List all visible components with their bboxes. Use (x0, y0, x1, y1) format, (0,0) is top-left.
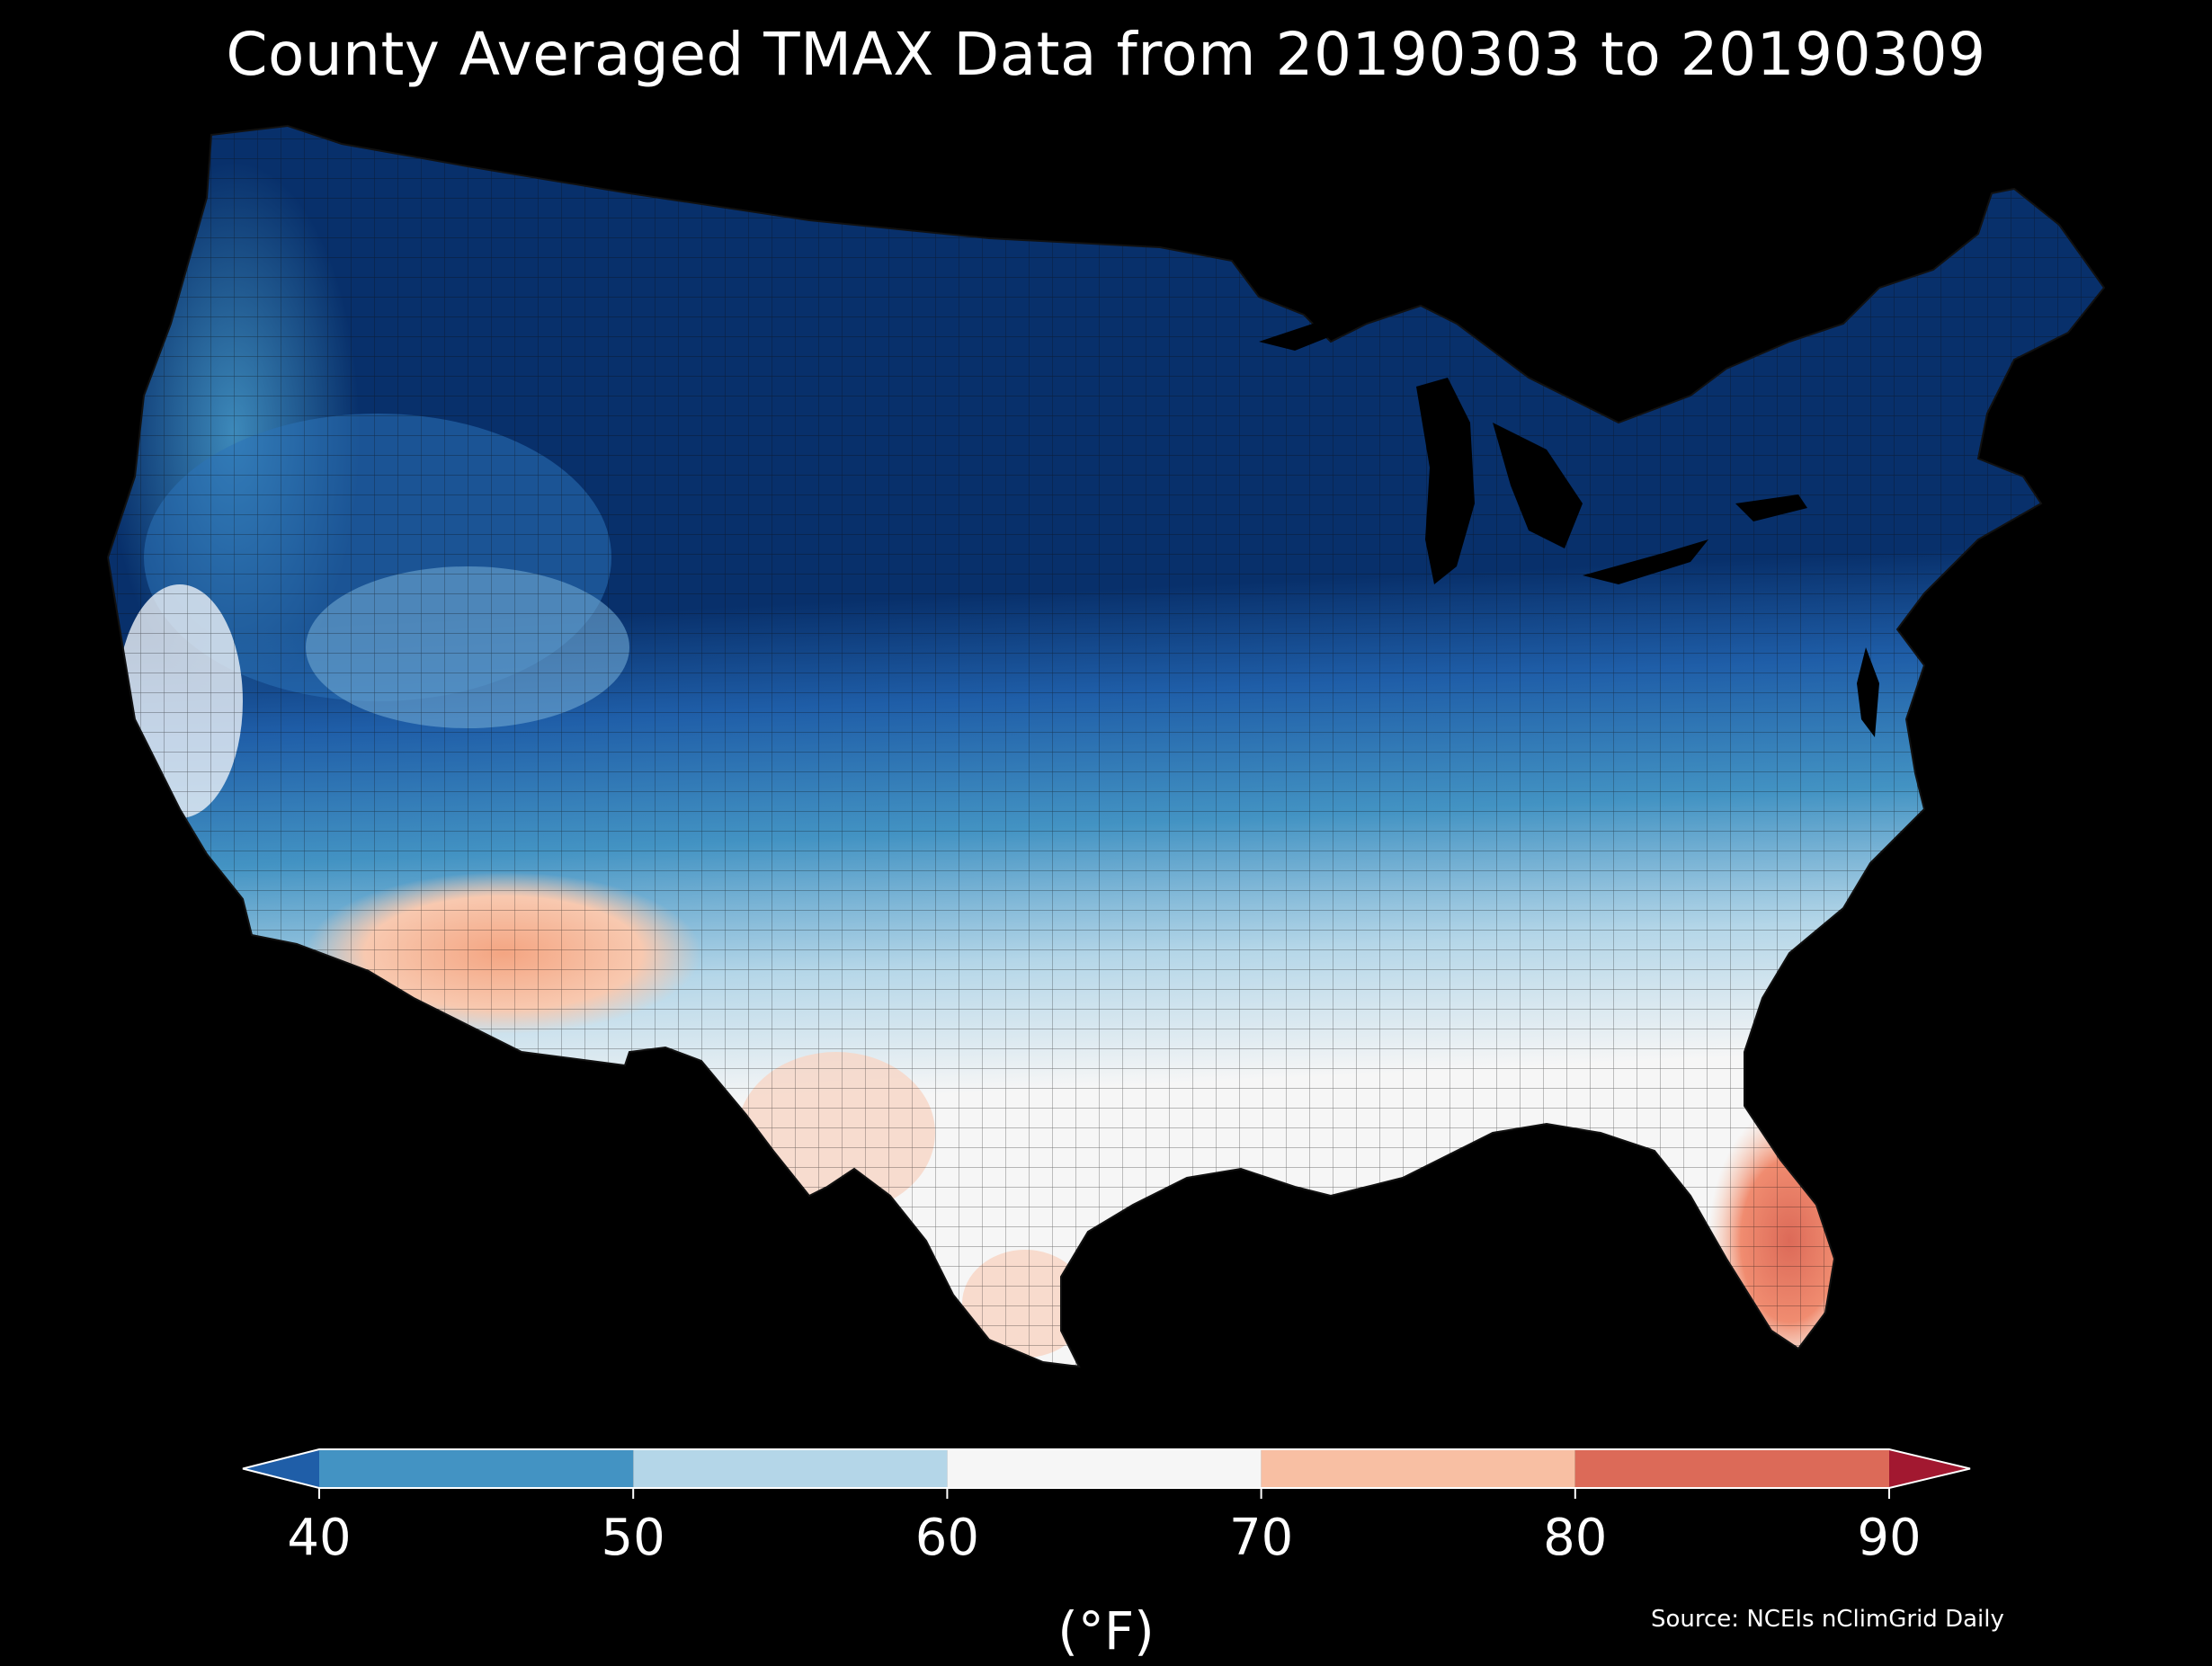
colorbar-segments (242, 1448, 1971, 1489)
county-tmax-map (107, 125, 2105, 1368)
colorbar-extend-low (243, 1449, 319, 1488)
colorbar-segment-80-90 (1574, 1449, 1889, 1488)
colorbar-tick-label-70: 70 (1228, 1509, 1294, 1567)
colorbar-segment-50-60 (633, 1449, 948, 1488)
lake-superior (1259, 288, 1403, 351)
lake-erie (1583, 539, 1708, 584)
lake-huron (1493, 423, 1583, 548)
colorbar-tick-label-50: 50 (601, 1509, 665, 1567)
colorbar-extend-high (1889, 1449, 1970, 1488)
map-title: County Averaged TMAX Data from 20190303 … (226, 20, 1986, 89)
colorbar-tick-label-80: 80 (1543, 1509, 1608, 1567)
lake-ontario (1735, 494, 1807, 521)
colorbar-segment-70-80 (1261, 1449, 1575, 1488)
colorbar-tick-label-60: 60 (914, 1509, 980, 1567)
chesapeake-bay (1857, 647, 1879, 737)
colorbar-tick-label-90: 90 (1857, 1509, 1922, 1567)
source-credit: Source: NCEIs nClimGrid Daily (1651, 1606, 2004, 1633)
colorbar-ticks (318, 1488, 1890, 1499)
colorbar-tick-label-40: 40 (287, 1509, 352, 1567)
colorbar-segment-60-70 (947, 1449, 1262, 1488)
lake-michigan (1416, 378, 1475, 584)
colorbar-label: (°F) (1057, 1600, 1155, 1662)
colorbar-segment-40-50 (319, 1449, 634, 1488)
